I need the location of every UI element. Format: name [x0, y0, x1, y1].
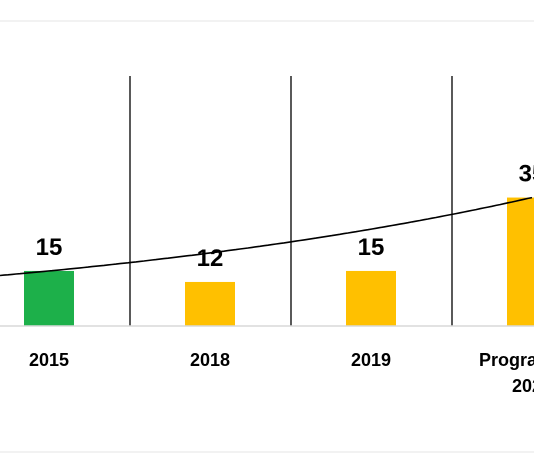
- data-label-3: 35: [519, 161, 534, 188]
- x-tick-labels: 2015 2018 2019 Programado2020: [29, 350, 534, 396]
- data-label-2: 15: [358, 234, 385, 261]
- x-tick-label-1: 2018: [190, 350, 230, 370]
- x-tick-label-0: 2015: [29, 350, 69, 370]
- data-label-0: 15: [36, 234, 63, 261]
- category-separators: [129, 76, 453, 326]
- x-tick-label-2: 2019: [351, 350, 391, 370]
- data-label-1: 12: [197, 245, 224, 272]
- trendline: [0, 196, 533, 277]
- bar-3: [507, 197, 534, 326]
- bars: [24, 197, 534, 326]
- x-tick-label-3: Programado2020: [479, 350, 534, 396]
- data-labels: 15 12 15 35: [36, 161, 534, 272]
- bar-0: [24, 270, 74, 326]
- bar-2: [346, 270, 396, 326]
- bar-1: [185, 281, 235, 326]
